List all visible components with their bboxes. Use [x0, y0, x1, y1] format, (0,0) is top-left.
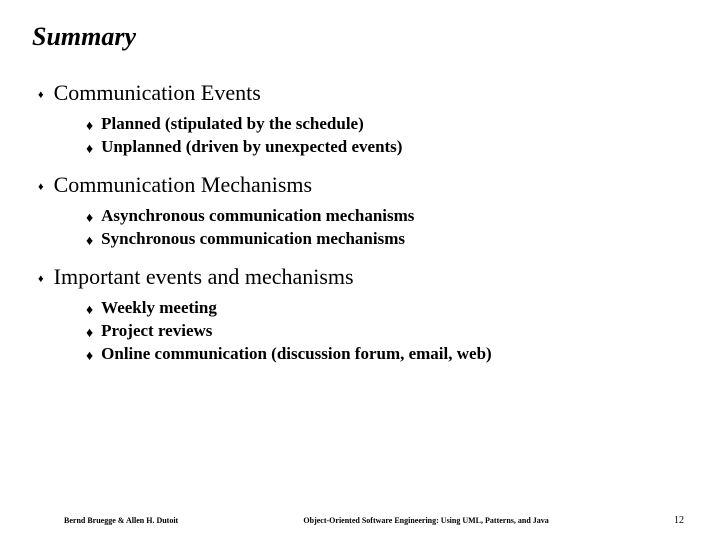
level2-label: Asynchronous communication mechanisms: [101, 206, 414, 226]
level2-label: Planned (stipulated by the schedule): [101, 114, 364, 134]
page-number: 12: [674, 515, 684, 526]
level2-label: Synchronous communication mechanisms: [101, 229, 405, 249]
list-item: ♦ Planned (stipulated by the schedule): [86, 114, 688, 135]
sub-list: ♦ Planned (stipulated by the schedule) ♦…: [38, 114, 688, 158]
diamond-icon: ♦: [86, 141, 93, 159]
diamond-icon: ♦: [86, 348, 93, 366]
sub-list: ♦ Weekly meeting ♦ Project reviews ♦ Onl…: [38, 298, 688, 365]
level1-label: Communication Mechanisms: [54, 172, 312, 198]
list-item: ♦ Online communication (discussion forum…: [86, 344, 688, 365]
diamond-icon: ♦: [86, 325, 93, 343]
diamond-icon: ♦: [38, 176, 44, 198]
slide-footer: Bernd Bruegge & Allen H. Dutoit Object-O…: [0, 515, 720, 526]
diamond-icon: ♦: [38, 268, 44, 290]
level2-label: Unplanned (driven by unexpected events): [101, 137, 402, 157]
outline-list: ♦ Communication Events ♦ Planned (stipul…: [32, 80, 688, 365]
footer-authors: Bernd Bruegge & Allen H. Dutoit: [64, 516, 178, 525]
level2-label: Project reviews: [101, 321, 212, 341]
level1-row: ♦ Communication Mechanisms: [38, 172, 688, 200]
diamond-icon: ♦: [86, 233, 93, 251]
list-item: ♦ Synchronous communication mechanisms: [86, 229, 688, 250]
diamond-icon: ♦: [86, 210, 93, 228]
list-item: ♦ Unplanned (driven by unexpected events…: [86, 137, 688, 158]
list-item: ♦ Communication Events ♦ Planned (stipul…: [38, 80, 688, 158]
footer-title: Object-Oriented Software Engineering: Us…: [178, 516, 674, 525]
level1-row: ♦ Communication Events: [38, 80, 688, 108]
list-item: ♦ Weekly meeting: [86, 298, 688, 319]
list-item: ♦ Asynchronous communication mechanisms: [86, 206, 688, 227]
level2-label: Weekly meeting: [101, 298, 217, 318]
diamond-icon: ♦: [86, 302, 93, 320]
level2-label: Online communication (discussion forum, …: [101, 344, 492, 364]
level1-label: Communication Events: [54, 80, 261, 106]
level1-row: ♦ Important events and mechanisms: [38, 264, 688, 292]
list-item: ♦ Project reviews: [86, 321, 688, 342]
diamond-icon: ♦: [38, 84, 44, 106]
diamond-icon: ♦: [86, 118, 93, 136]
list-item: ♦ Important events and mechanisms ♦ Week…: [38, 264, 688, 365]
list-item: ♦ Communication Mechanisms ♦ Asynchronou…: [38, 172, 688, 250]
level1-label: Important events and mechanisms: [54, 264, 354, 290]
slide: Summary ♦ Communication Events ♦ Planned…: [0, 0, 720, 540]
sub-list: ♦ Asynchronous communication mechanisms …: [38, 206, 688, 250]
slide-title: Summary: [32, 22, 688, 52]
